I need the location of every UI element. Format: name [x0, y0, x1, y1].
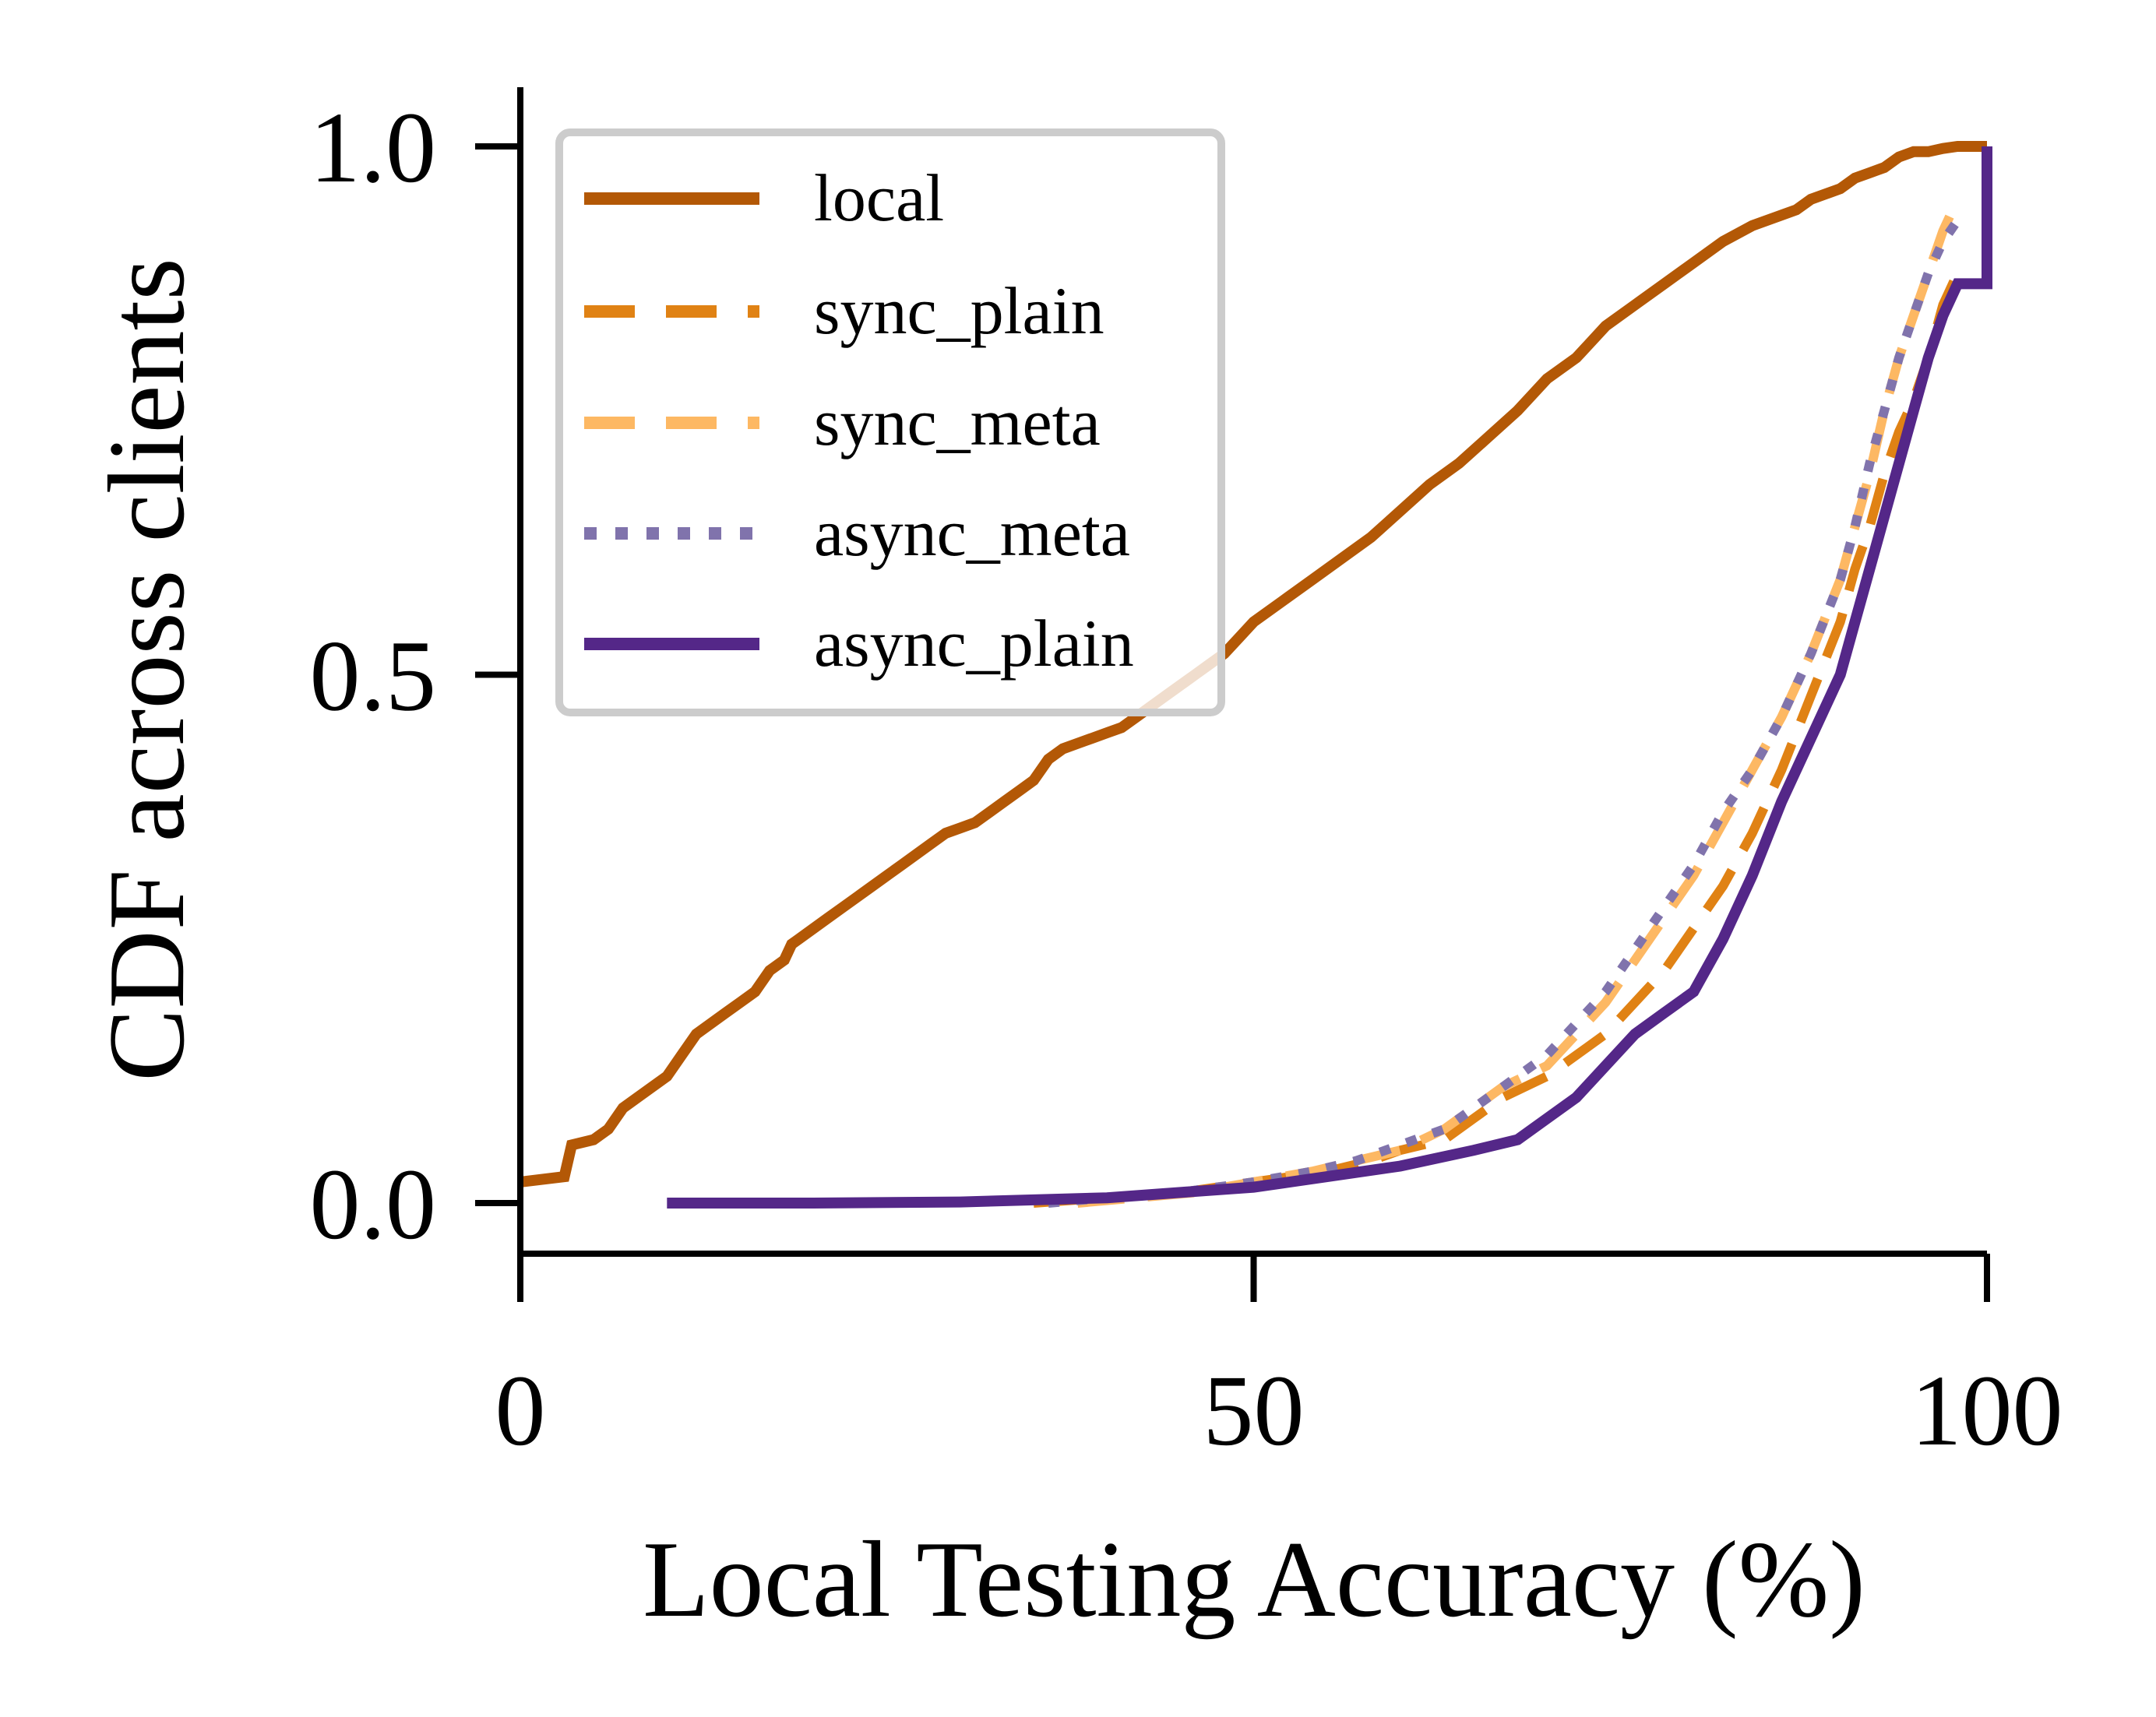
legend-label: async_plain: [814, 606, 1134, 681]
x-tick-label: 0: [495, 1355, 546, 1467]
legend-entries: local sync_plain sync_meta async_meta async_…: [584, 160, 1134, 681]
y-tick-label: 0.5: [310, 621, 437, 733]
series-line-local: [520, 141, 1987, 1187]
y-tick-label: 1.0: [310, 92, 437, 204]
legend-frame: [555, 128, 1225, 716]
legend: local sync_plain sync_meta async_meta async_…: [555, 128, 1225, 716]
legend-label: async_meta: [814, 495, 1130, 570]
series-line-sync-meta: [1076, 197, 1962, 1208]
x-tick-label: 100: [1911, 1355, 2063, 1467]
x-tick-label: 50: [1203, 1355, 1305, 1467]
ticks-layer: 0 50 100 0.0 0.5 1.0: [310, 92, 2063, 1467]
legend-label: sync_meta: [814, 385, 1101, 459]
series-line-async-plain: [667, 146, 1992, 1209]
y-axis-title: CDF across clients: [86, 258, 207, 1082]
y-tick-label: 0.0: [310, 1149, 437, 1261]
x-axis-title: Local Testing Accuracy (%): [643, 1519, 1865, 1640]
legend-label: sync_plain: [814, 273, 1104, 348]
legend-label: local: [814, 160, 944, 235]
series-layer: [520, 141, 1992, 1209]
